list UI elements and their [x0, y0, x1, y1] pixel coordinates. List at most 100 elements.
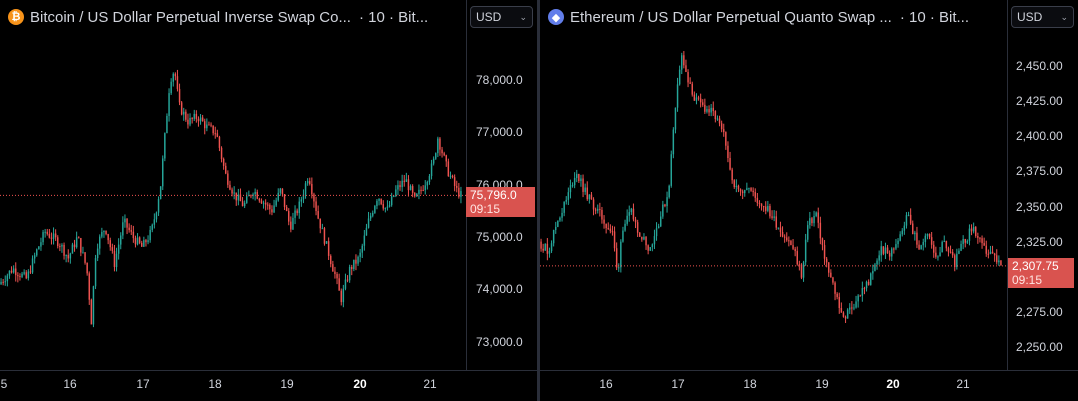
- candle-body: [884, 247, 887, 254]
- candle-body: [739, 189, 742, 192]
- candle-body: [149, 229, 151, 241]
- candle-body: [269, 204, 271, 210]
- candle-body: [78, 237, 80, 239]
- candle-body: [924, 235, 927, 242]
- eth-symbol-header[interactable]: ◆ Ethereum / US Dollar Perpetual Quanto …: [540, 0, 1010, 34]
- candle-body: [111, 247, 114, 251]
- candle-body: [962, 238, 964, 244]
- candle-body: [262, 202, 265, 204]
- candle-body: [998, 260, 1000, 263]
- btc-symbol-header[interactable]: ₿ Bitcoin / US Dollar Perpetual Inverse …: [0, 0, 470, 34]
- candle-body: [823, 245, 826, 259]
- candle-body: [672, 129, 675, 155]
- candle-body: [838, 297, 840, 309]
- candle-body: [639, 232, 641, 237]
- candle-body: [218, 136, 221, 148]
- candle-body: [989, 251, 992, 254]
- btc-last-price: 75,796.0: [470, 188, 517, 203]
- candle-body: [653, 236, 656, 245]
- candle-body: [773, 216, 775, 218]
- time-axis-label: 21: [956, 377, 970, 391]
- candle-body: [52, 233, 55, 239]
- candle-body: [756, 197, 759, 203]
- candle-body: [456, 185, 458, 188]
- candle-body: [6, 275, 9, 282]
- price-axis-label: 73,000.0: [476, 334, 523, 349]
- candle-body: [241, 201, 244, 207]
- candle-body: [571, 185, 574, 187]
- candle-body: [0, 281, 2, 285]
- candle-body: [920, 245, 922, 250]
- candle-body: [275, 200, 277, 206]
- candle-body: [306, 181, 309, 184]
- candle-body: [187, 119, 189, 125]
- candle-body: [380, 198, 382, 205]
- btc-currency-select[interactable]: USD ⌄: [470, 6, 533, 28]
- candle-body: [405, 179, 408, 182]
- candle-body: [960, 243, 962, 251]
- candle-body: [229, 184, 231, 190]
- candle-body: [73, 244, 76, 248]
- candle-body: [117, 244, 120, 254]
- eth-chart-panel[interactable]: ◆ Ethereum / US Dollar Perpetual Quanto …: [540, 0, 1078, 401]
- candle-body: [353, 259, 355, 270]
- candle-body: [891, 248, 893, 257]
- candle-body: [407, 179, 410, 191]
- price-axis-label: 2,350.00: [1016, 199, 1063, 214]
- candle-body: [302, 194, 305, 200]
- price-axis-label: 77,000.0: [476, 125, 523, 140]
- panel-divider[interactable]: [537, 0, 540, 401]
- bitcoin-icon: ₿: [8, 9, 24, 25]
- eth-price-chart[interactable]: [540, 0, 1078, 401]
- candle-body: [231, 189, 233, 194]
- candle-body: [206, 124, 208, 129]
- candle-body: [796, 251, 798, 265]
- btc-last-price-tag: 75,796.0 09:15: [466, 187, 535, 218]
- candle-body: [828, 262, 830, 273]
- candle-body: [38, 246, 40, 250]
- candle-body: [445, 155, 447, 162]
- candle-body: [559, 217, 561, 221]
- candle-body: [313, 194, 315, 202]
- candle-body: [183, 111, 185, 115]
- candle-body: [819, 222, 822, 239]
- candle-body: [447, 161, 450, 177]
- eth-interval-exchange: · 10 · Bit...: [899, 8, 970, 26]
- price-axis-label: 2,450.00: [1016, 59, 1063, 74]
- btc-chart-panel[interactable]: ₿ Bitcoin / US Dollar Perpetual Inverse …: [0, 0, 537, 401]
- candle-body: [842, 312, 845, 317]
- candle-body: [878, 255, 880, 261]
- btc-price-chart[interactable]: [0, 0, 537, 401]
- eth-bar-countdown: 09:15: [1012, 272, 1043, 287]
- candle-body: [557, 220, 559, 227]
- candle-body: [344, 279, 347, 289]
- candle-body: [449, 175, 452, 177]
- candle-body: [172, 73, 174, 82]
- candle-body: [63, 244, 65, 256]
- candle-body: [817, 212, 819, 223]
- candle-body: [267, 204, 269, 206]
- candle-body: [941, 241, 943, 253]
- candle-body: [674, 107, 677, 130]
- candle-body: [987, 253, 990, 255]
- candle-body: [162, 158, 164, 187]
- candle-body: [94, 258, 97, 287]
- candle-body: [846, 309, 849, 319]
- candle-body: [36, 249, 38, 256]
- candle-body: [8, 270, 11, 276]
- time-axis-label: 17: [136, 377, 150, 391]
- candle-body: [800, 264, 803, 278]
- candle-body: [729, 158, 731, 170]
- candle-body: [23, 272, 25, 274]
- candle-body: [555, 226, 557, 230]
- candle-body: [243, 202, 246, 207]
- candle-body: [157, 199, 160, 213]
- candle-body: [199, 117, 202, 122]
- candle-body: [697, 97, 700, 99]
- candle-body: [886, 247, 889, 254]
- candle-body: [895, 244, 897, 249]
- candle-body: [804, 239, 807, 263]
- candle-body: [636, 222, 639, 233]
- eth-currency-select[interactable]: USD ⌄: [1011, 6, 1074, 28]
- candle-body: [699, 98, 702, 103]
